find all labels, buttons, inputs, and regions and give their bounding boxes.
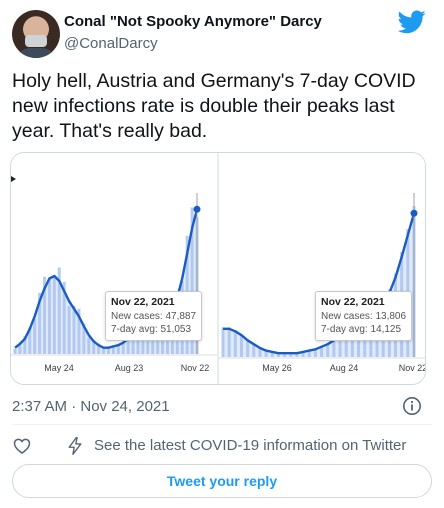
chart-bar: [18, 342, 22, 354]
chart-tooltip-line: New cases: 47,887: [111, 311, 197, 322]
chart-bar: [92, 339, 96, 354]
chart-bar: [77, 308, 81, 354]
chart-bar: [227, 327, 231, 357]
chart-bar: [43, 276, 47, 354]
chart-bar: [338, 335, 342, 357]
chart-bar: [252, 343, 256, 357]
chart-bar: [67, 305, 71, 354]
chart-bar: [106, 348, 110, 354]
chart-austria: May 24 Aug 23 Nov 22 Nov 22, 2021 New cases…: [11, 153, 219, 384]
chart-bar: [38, 292, 42, 354]
lightning-bolt-icon: [68, 437, 82, 455]
chart-bar: [126, 338, 130, 354]
chart-x-tick-label: Aug 24: [330, 363, 359, 373]
divider: [12, 424, 432, 425]
author-display-name[interactable]: Conal "Not Spooky Anymore" Darcy: [64, 13, 322, 30]
chart-bar: [307, 350, 311, 357]
chart-bar: [121, 343, 125, 354]
chart-tooltip-line: New cases: 13,806: [321, 311, 407, 322]
chart-bar: [57, 267, 61, 354]
covid-info-link[interactable]: See the latest COVID-19 information on T…: [94, 437, 407, 454]
chart-bar: [23, 335, 27, 354]
chart-x-tick-label: Nov 22: [399, 363, 426, 373]
chart-bar: [116, 343, 120, 354]
chart-left-svg: May 24 Aug 23 Nov 22: [11, 176, 219, 373]
chart-bar: [52, 275, 56, 354]
chart-bar: [283, 352, 287, 357]
chart-bar: [289, 352, 293, 357]
chart-bar: [47, 279, 51, 354]
info-icon[interactable]: [402, 396, 422, 416]
heart-icon[interactable]: [12, 436, 32, 456]
chart-point: [193, 205, 201, 213]
chart-bar: [295, 352, 299, 357]
chart-tooltip: Nov 22, 2021 New cases: 47,887 7-day avg: …: [105, 291, 203, 341]
chart-germany: May 26 Aug 24 Nov 22 Nov 22, 2021 New cases…: [219, 153, 426, 384]
chart-bar: [332, 339, 336, 357]
chart-bar: [72, 305, 76, 354]
chart-bar: [221, 327, 225, 357]
chart-bar: [28, 327, 32, 354]
chart-arrow-icon: [11, 176, 16, 182]
chart-tooltip: Nov 22, 2021 New cases: 13,806 7-day avg: …: [315, 291, 413, 341]
chart-bar: [233, 330, 237, 357]
chart-bar: [313, 348, 317, 357]
chart-x-tick-label: Nov 22: [181, 363, 210, 373]
chart-tooltip-line: 7-day avg: 51,053: [111, 324, 192, 335]
chart-bar: [239, 334, 243, 357]
chart-bar: [258, 347, 262, 357]
chart-bar: [246, 339, 250, 357]
chart-bar: [326, 343, 330, 357]
chart-tooltip-date: Nov 22, 2021: [321, 296, 385, 308]
chart-point: [410, 209, 418, 217]
chart-bar: [344, 330, 348, 357]
chart-bar: [276, 352, 280, 357]
chart-bar: [190, 207, 194, 354]
tweet-media[interactable]: May 24 Aug 23 Nov 22 Nov 22, 2021 New cases…: [10, 152, 426, 385]
twitter-bird-icon[interactable]: [398, 10, 426, 34]
tweet-text: Holy hell, Austria and Germany's 7-day C…: [12, 70, 416, 142]
chart-bar: [270, 351, 274, 357]
chart-bar: [87, 337, 91, 354]
chart-bar: [320, 346, 324, 357]
chart-bar: [13, 348, 17, 354]
tweet-timestamp[interactable]: 2:37 AM · Nov 24, 2021: [12, 398, 170, 415]
chart-bar: [82, 323, 86, 354]
author-handle[interactable]: @ConalDarcy: [64, 35, 158, 52]
chart-x-tick-label: Aug 23: [115, 363, 144, 373]
chart-x-tick-label: May 26: [262, 363, 292, 373]
chart-bar: [111, 345, 115, 354]
chart-bar: [62, 281, 66, 354]
chart-bar: [102, 347, 106, 354]
chart-bar: [33, 318, 37, 354]
chart-tooltip-date: Nov 22, 2021: [111, 296, 175, 308]
tweet-reply-button[interactable]: Tweet your reply: [12, 464, 432, 498]
chart-bar: [301, 351, 305, 357]
avatar[interactable]: [12, 10, 60, 58]
chart-x-tick-label: May 24: [44, 363, 74, 373]
chart-right-svg: May 26 Aug 24 Nov 22: [219, 193, 426, 373]
chart-bar: [97, 343, 101, 354]
chart-tooltip-line: 7-day avg: 14,125: [321, 324, 402, 335]
chart-bar: [264, 350, 268, 357]
